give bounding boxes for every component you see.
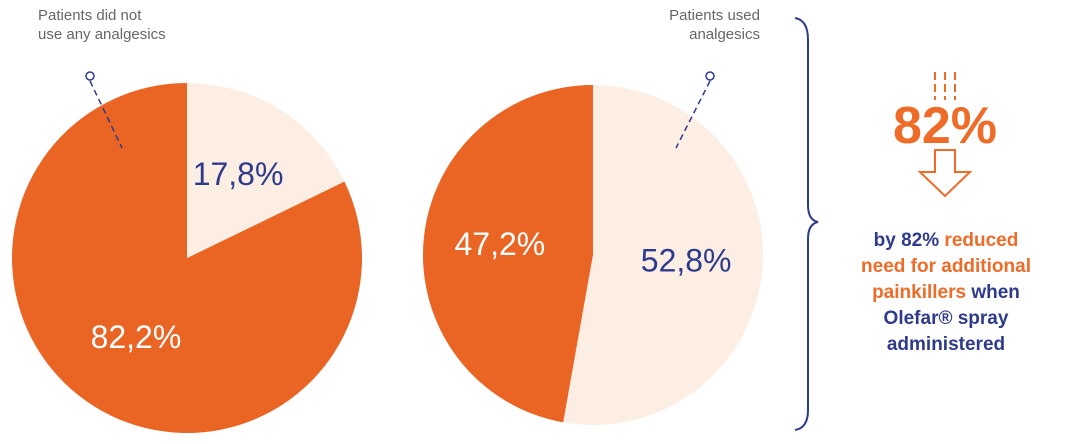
slice-label: 52,8% xyxy=(641,243,732,279)
annotation-leader xyxy=(89,80,123,149)
annotation-dot xyxy=(85,71,95,81)
callout-phrase: need for additional xyxy=(861,256,1031,277)
annotation: Patients used xyxy=(669,7,760,24)
callout-phrase: Olefar® spray xyxy=(883,308,1009,329)
annotation: analgesics xyxy=(689,26,760,43)
callout-text: by 82% reduced need for additional painkil… xyxy=(840,228,1052,358)
annotation-leader xyxy=(675,80,711,149)
annotation: Patients did not xyxy=(38,7,142,24)
pie-slice xyxy=(187,83,345,258)
down-arrow xyxy=(917,149,973,198)
brace xyxy=(794,17,819,431)
annotation-dot xyxy=(705,71,715,81)
callout-figure: 82% xyxy=(892,97,998,155)
callout-phrase: administered xyxy=(886,334,1006,355)
callout-phrase: reduced xyxy=(944,230,1019,251)
slice-label: 17,8% xyxy=(193,156,284,192)
callout-line: need for additional xyxy=(840,254,1052,280)
pie-slice xyxy=(11,83,362,433)
callout-line: painkillers when xyxy=(840,280,1052,306)
callout-line: administered xyxy=(840,332,1052,358)
callout-line: Olefar® spray xyxy=(840,306,1052,332)
callout-line: by 82% reduced xyxy=(840,228,1052,254)
pie-slice xyxy=(563,85,763,425)
callout-phrase: by 82% xyxy=(873,230,940,251)
callout-phrase: painkillers xyxy=(872,282,967,303)
slice-label: 82,2% xyxy=(91,319,182,355)
callout-phrase: when xyxy=(971,282,1020,303)
slice-label: 47,2% xyxy=(454,226,545,262)
pie-slice xyxy=(422,85,593,423)
annotation: use any analgesics xyxy=(38,26,166,43)
